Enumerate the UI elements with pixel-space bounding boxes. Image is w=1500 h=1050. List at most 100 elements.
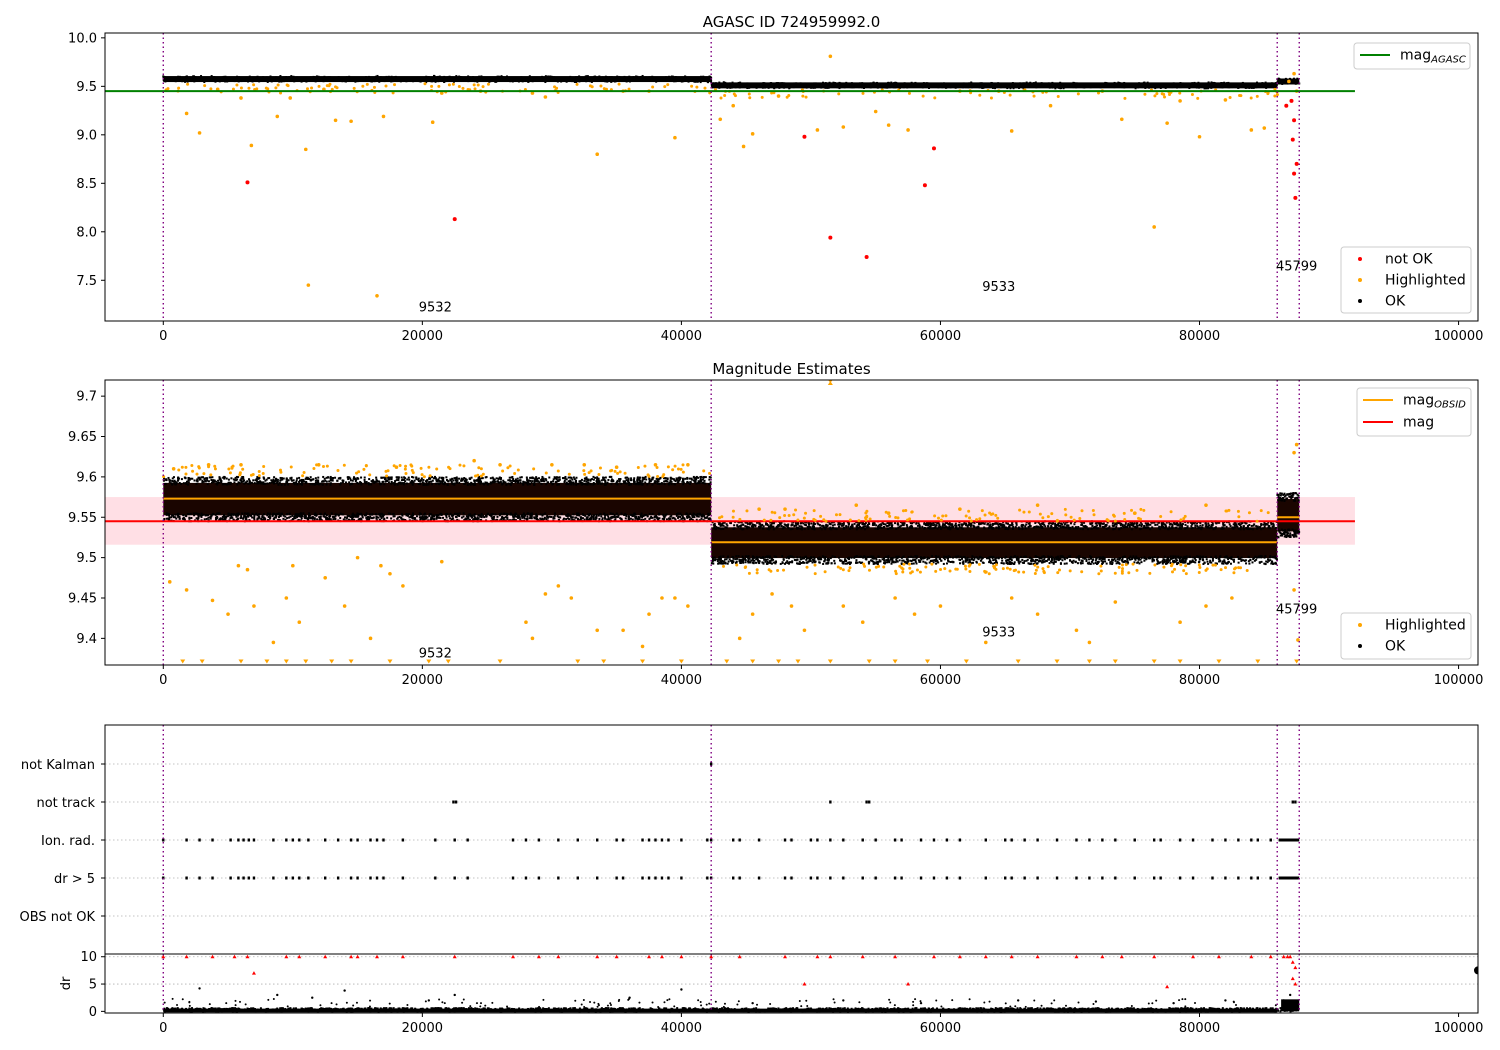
ok-point <box>460 516 463 519</box>
ok-point <box>516 481 519 484</box>
ok-point <box>293 517 296 520</box>
ok-point <box>390 476 393 479</box>
ok-point <box>256 518 259 521</box>
ok-point <box>299 512 302 515</box>
ok-point <box>266 514 269 517</box>
highlighted-point <box>279 91 283 95</box>
ok-point <box>431 476 434 479</box>
ok-point <box>375 478 378 481</box>
ok-point <box>209 476 212 479</box>
ok-point <box>522 513 525 516</box>
ok-point <box>322 480 325 483</box>
ok-point <box>203 477 206 480</box>
ok-point <box>167 512 170 515</box>
ok-point <box>642 514 645 517</box>
ok-point <box>323 515 326 518</box>
ok-point <box>317 482 320 485</box>
ok-point <box>670 480 673 483</box>
ok-point <box>199 478 202 481</box>
ok-point <box>367 483 370 486</box>
highlighted-point <box>1238 93 1242 97</box>
ok-point <box>281 478 284 481</box>
ok-point <box>356 477 359 480</box>
ok-point <box>475 479 478 482</box>
ok-point <box>420 477 423 480</box>
ok-point <box>656 518 659 521</box>
ok-point <box>357 482 360 485</box>
ok-point <box>223 477 226 480</box>
ok-point <box>167 517 170 520</box>
ok-point <box>219 517 222 520</box>
ok-point <box>178 515 181 518</box>
ok-point <box>526 512 529 515</box>
not-ok-point <box>802 134 807 139</box>
ok-point <box>255 479 258 482</box>
ok-point <box>203 518 206 521</box>
ok-point <box>703 514 706 517</box>
ok-point <box>349 477 352 480</box>
ok-point <box>656 481 659 484</box>
ok-point <box>438 476 441 479</box>
ok-point <box>218 512 221 515</box>
ok-point <box>437 479 440 482</box>
ok-point <box>580 478 583 481</box>
ok-point <box>688 483 691 486</box>
ok-point <box>379 515 382 518</box>
highlighted-point <box>1262 126 1267 130</box>
ok-point <box>544 478 547 481</box>
highlighted-point <box>275 114 280 119</box>
highlighted-point <box>989 96 993 100</box>
ok-point <box>301 515 304 518</box>
highlighted-point <box>184 111 189 116</box>
ok-point <box>565 478 568 481</box>
ok-point <box>251 512 254 515</box>
ok-point <box>370 483 373 486</box>
ok-point <box>243 512 246 515</box>
ok-point <box>631 518 634 521</box>
ok-point <box>569 476 572 479</box>
y-tick-label: 9.0 <box>76 128 97 143</box>
ok-point <box>594 518 597 521</box>
ok-point <box>298 476 301 479</box>
ok-point <box>432 477 435 480</box>
ok-point <box>368 516 371 519</box>
ok-point <box>363 480 366 483</box>
ok-point <box>531 480 534 483</box>
ok-point <box>187 513 190 516</box>
not-ok-point <box>931 146 936 151</box>
ok-point <box>589 519 592 522</box>
ok-point <box>256 517 259 520</box>
ok-point <box>502 479 505 482</box>
ok-point <box>294 513 297 516</box>
ok-point <box>706 515 709 518</box>
ok-point <box>698 480 701 483</box>
ok-point <box>215 516 218 519</box>
ok-point <box>514 513 517 516</box>
ok-point <box>462 512 465 515</box>
highlighted-point <box>627 87 631 91</box>
ok-point <box>661 517 664 520</box>
highlighted-point <box>384 84 388 88</box>
ok-point <box>509 512 512 515</box>
ok-point <box>491 513 494 516</box>
legend-box <box>1353 42 1471 70</box>
ok-point <box>476 479 479 482</box>
ok-point <box>640 512 643 515</box>
ok-point <box>467 517 470 520</box>
not-ok-point <box>1284 103 1289 108</box>
ok-point <box>591 478 594 481</box>
ok-point <box>246 512 249 515</box>
ok-point <box>512 480 515 483</box>
ok-point <box>406 478 409 481</box>
highlighted-point <box>1292 71 1296 76</box>
ok-point <box>665 518 668 521</box>
ok-point <box>477 481 480 484</box>
ok-point <box>258 516 261 519</box>
ok-point <box>350 483 353 486</box>
ok-point <box>175 481 178 484</box>
ok-point <box>709 518 712 521</box>
ok-point <box>435 480 438 483</box>
highlighted-point <box>1228 95 1232 99</box>
ok-point <box>227 514 230 517</box>
